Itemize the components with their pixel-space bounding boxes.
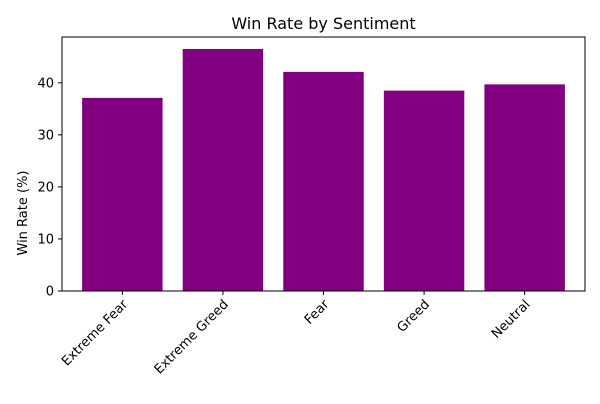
bar-fear	[283, 71, 364, 291]
bars-group	[82, 48, 565, 292]
y-tick-label: 10	[37, 232, 54, 247]
y-tick-label: 0	[46, 285, 54, 300]
x-tick-label: Extreme Fear	[59, 297, 132, 370]
bar-neutral	[484, 84, 565, 292]
chart-title: Win Rate by Sentiment	[231, 14, 415, 33]
y-tick-label: 20	[37, 180, 54, 195]
y-tick-label: 30	[37, 128, 54, 143]
plot-frame	[61, 36, 586, 292]
bar-extreme-greed	[182, 48, 264, 291]
x-axis: Extreme Fear Extreme Greed Fear Greed Neutra…	[59, 291, 533, 377]
x-tick-label: Neutral	[489, 297, 534, 342]
y-tick-label: 40	[37, 76, 54, 91]
x-tick-label: Fear	[302, 297, 333, 328]
bar-greed	[383, 90, 465, 291]
y-axis-label: Win Rate (%)	[16, 171, 31, 256]
x-tick-label: Extreme Greed	[152, 297, 232, 377]
x-tick-label: Greed	[394, 297, 432, 335]
bar-extreme-fear	[82, 97, 163, 291]
y-axis: 0 10 20 30 40	[37, 76, 62, 300]
